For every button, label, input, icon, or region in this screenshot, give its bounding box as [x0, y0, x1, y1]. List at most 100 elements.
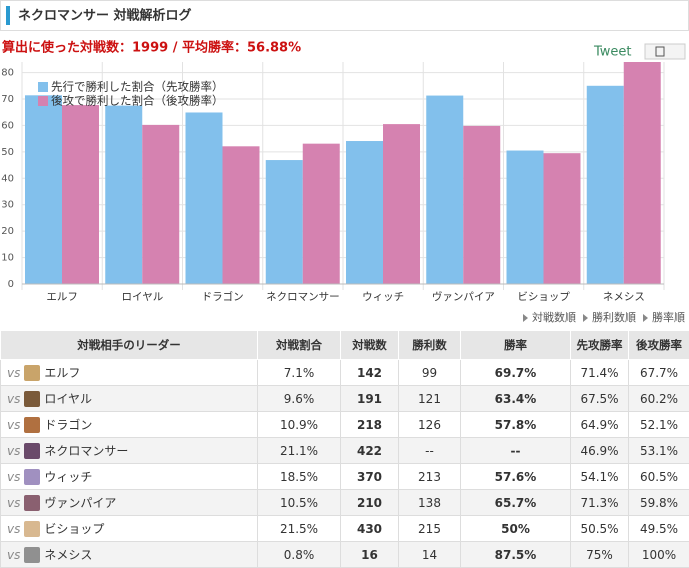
table-cell: 21.5%	[258, 516, 341, 542]
table-cell: 0.8%	[258, 542, 341, 568]
bar	[303, 144, 340, 284]
table-cell: 57.8%	[461, 412, 571, 438]
table-cell: 121	[399, 386, 461, 412]
table-cell: 126	[399, 412, 461, 438]
leader-cell: vs ヴァンパイア	[1, 490, 258, 516]
table-cell: 215	[399, 516, 461, 542]
sort-link[interactable]: 勝率順	[652, 310, 685, 324]
table-cell: 14	[399, 542, 461, 568]
leader-icon	[24, 495, 40, 511]
table-cell: 60.2%	[629, 386, 689, 412]
bar	[587, 86, 624, 284]
table-cell: 53.1%	[629, 438, 689, 464]
legend-swatch	[38, 82, 48, 92]
table-cell: 50%	[461, 516, 571, 542]
leader-icon	[24, 417, 40, 433]
bar	[346, 141, 383, 284]
header-cell: 対戦数	[341, 331, 399, 360]
leader-cell: vs ドラゴン	[1, 412, 258, 438]
x-tick-label: ウィッチ	[362, 291, 404, 303]
x-tick-label: ネクロマンサー	[266, 291, 340, 303]
table-cell: 67.7%	[629, 360, 689, 386]
table-cell: 60.5%	[629, 464, 689, 490]
table-cell: 142	[341, 360, 399, 386]
bar	[105, 106, 142, 284]
leader-name: ネメシス	[44, 548, 92, 562]
table-cell: 9.6%	[258, 386, 341, 412]
y-tick-label: 70	[1, 94, 14, 105]
leader-icon	[24, 469, 40, 485]
y-tick-label: 0	[8, 279, 14, 290]
header-cell: 対戦割合	[258, 331, 341, 360]
table-cell: 57.6%	[461, 464, 571, 490]
sort-link[interactable]: 勝利数順	[592, 310, 636, 324]
table-cell: --	[399, 438, 461, 464]
y-tick-label: 10	[1, 253, 14, 264]
leader-name: ウィッチ	[44, 470, 92, 484]
leader-name: ドラゴン	[44, 418, 92, 432]
legend-label: 後攻で勝利した割合（後攻勝率）	[51, 94, 224, 108]
x-tick-label: ビショップ	[517, 291, 570, 303]
leader-name: ヴァンパイア	[44, 496, 116, 510]
vs-label: vs	[7, 548, 20, 562]
sort-arrow	[643, 314, 648, 322]
bar	[62, 105, 99, 284]
sort-arrow	[523, 314, 528, 322]
vs-label: vs	[7, 392, 20, 406]
vs-label: vs	[7, 366, 20, 380]
bar	[266, 160, 303, 284]
leader-name: ビショップ	[44, 522, 104, 536]
x-tick-label: ヴァンパイア	[432, 290, 495, 303]
table-cell: 67.5%	[571, 386, 629, 412]
table-cell: 87.5%	[461, 542, 571, 568]
table-cell: 370	[341, 464, 399, 490]
x-tick-label: ロイヤル	[122, 291, 164, 303]
leader-icon	[24, 521, 40, 537]
vs-label: vs	[7, 418, 20, 432]
y-tick-label: 40	[1, 173, 14, 184]
sort-link[interactable]: 対戦数順	[532, 310, 576, 324]
bar	[463, 126, 500, 284]
table-cell: 71.4%	[571, 360, 629, 386]
table-cell: 64.9%	[571, 412, 629, 438]
x-tick-label: エルフ	[46, 291, 78, 303]
table-cell: 59.8%	[629, 490, 689, 516]
table-cell: 10.9%	[258, 412, 341, 438]
sort-arrow	[583, 314, 588, 322]
table-cell: 191	[341, 386, 399, 412]
summary: 算出に使った対戦数：1999 / 平均勝率：56.88%	[2, 40, 301, 56]
legend-label: 先行で勝利した割合（先攻勝率）	[51, 80, 224, 94]
bar	[223, 146, 260, 284]
table-cell: 100%	[629, 542, 689, 568]
table-cell: 52.1%	[629, 412, 689, 438]
header-cell: 対戦相手のリーダー	[1, 331, 258, 360]
table-cell: 99	[399, 360, 461, 386]
bar	[186, 112, 223, 284]
bar	[142, 125, 179, 284]
tweet-button[interactable]: Tweet	[593, 45, 632, 60]
vs-label: vs	[7, 496, 20, 510]
bar	[507, 151, 544, 284]
header-cell: 勝率	[461, 331, 571, 360]
page-title: ネクロマンサー 対戦解析ログ	[18, 8, 192, 24]
table-cell: 430	[341, 516, 399, 542]
bar	[383, 124, 420, 284]
header-accent	[6, 6, 10, 25]
table-cell: 16	[341, 542, 399, 568]
leader-name: エルフ	[44, 366, 80, 380]
table-cell: 69.7%	[461, 360, 571, 386]
y-tick-label: 30	[1, 200, 14, 211]
table-cell: 10.5%	[258, 490, 341, 516]
table-cell: 21.1%	[258, 438, 341, 464]
menu-button[interactable]	[645, 44, 685, 59]
